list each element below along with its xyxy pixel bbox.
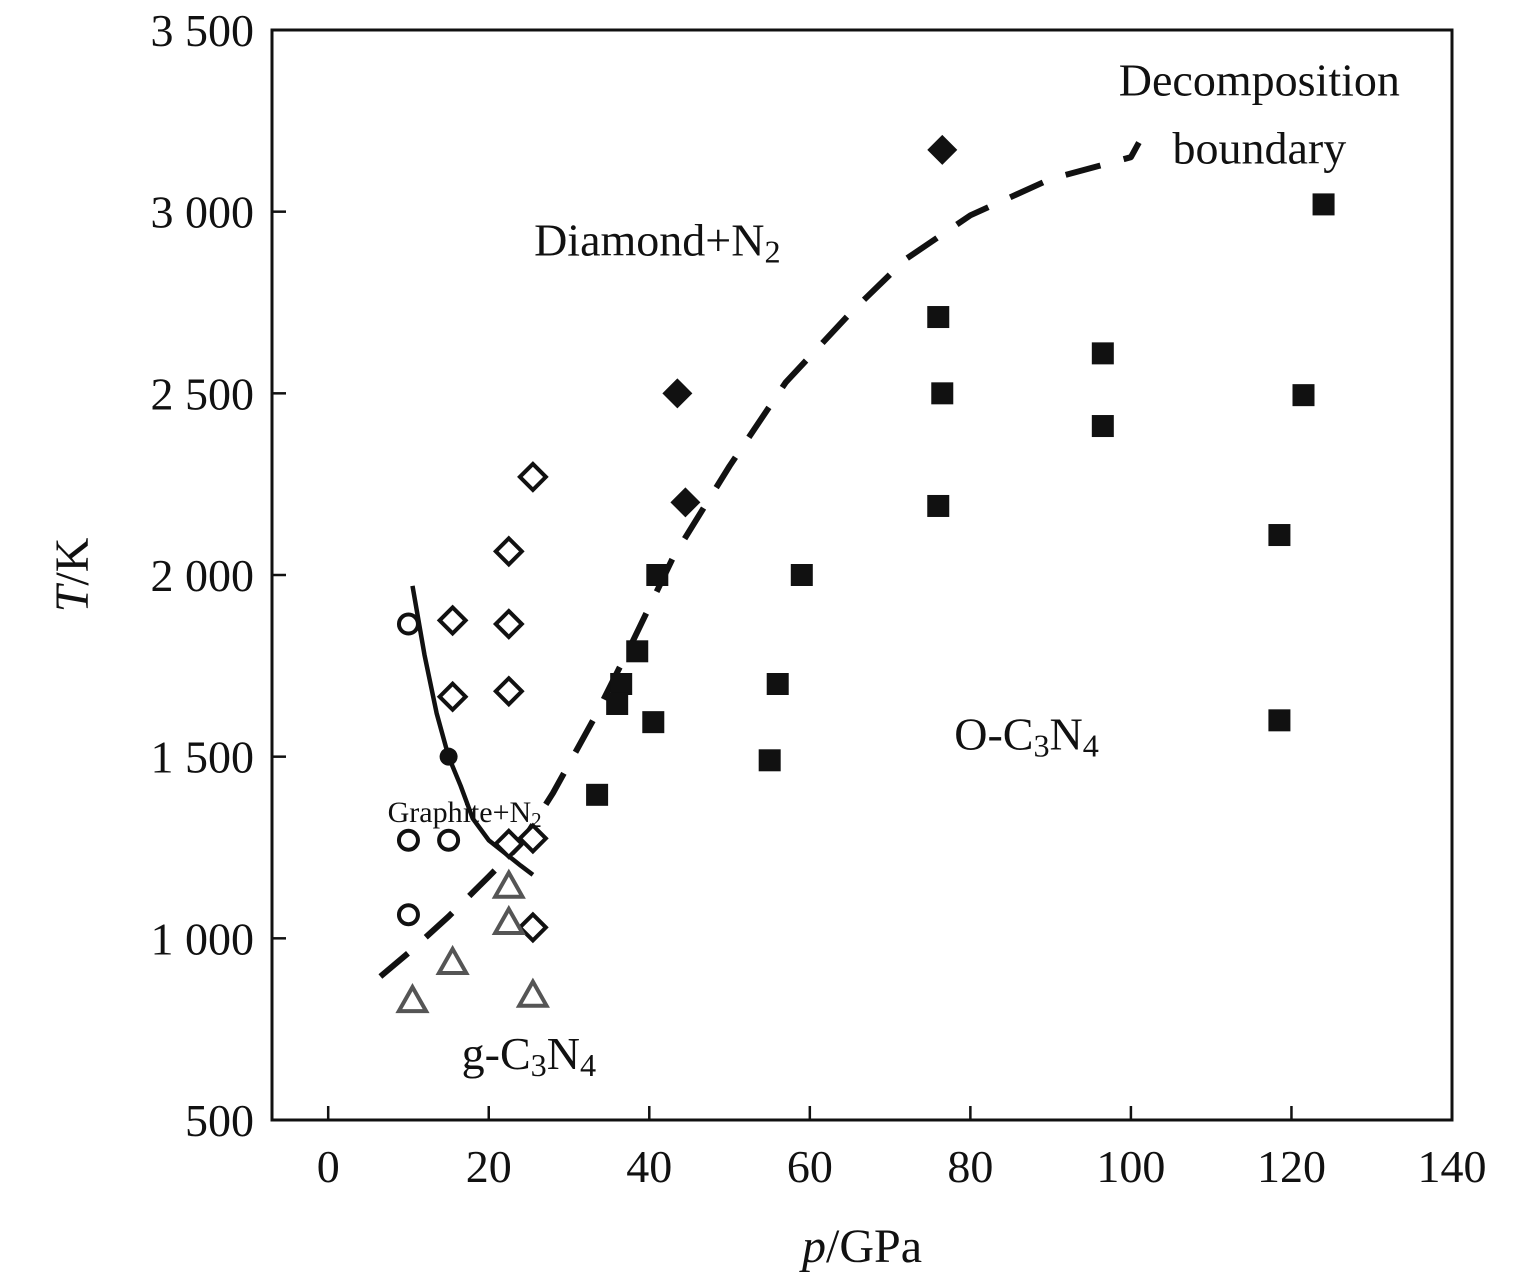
filled-square-point <box>927 306 950 329</box>
open-diamond-point <box>517 461 549 493</box>
filled-diamond-point <box>670 487 701 518</box>
region-labels: Diamond+N2 Graphite+N2 g-C3N4 O-C3N4 Decompo… <box>388 54 1400 1083</box>
filled-square-point <box>758 749 781 772</box>
x-tick-label: 100 <box>1096 1141 1165 1192</box>
y-tick-label: 1 500 <box>151 732 255 783</box>
open-diamond-point <box>492 828 525 860</box>
open-diamond-point <box>517 911 549 944</box>
open-diamond-point <box>492 608 525 640</box>
filled-square-point <box>766 673 789 695</box>
graphite-n2-label: Graphite+N2 <box>388 796 542 832</box>
x-tick-label: 0 <box>317 1141 340 1192</box>
boundary-label: boundary <box>1172 122 1346 173</box>
x-tick-label: 20 <box>466 1141 512 1192</box>
boundary-point <box>439 747 458 766</box>
x-tick-label: 140 <box>1418 1141 1487 1192</box>
x-tick-label: 60 <box>787 1141 833 1192</box>
o-c3n4-label: O-C3N4 <box>954 708 1099 763</box>
open-diamond-point <box>517 822 549 855</box>
open-triangle-point <box>491 904 526 936</box>
filled-square-point <box>931 382 954 405</box>
filled-square-point <box>1091 342 1114 365</box>
filled-diamond-point <box>662 378 693 409</box>
open-diamond-point <box>492 675 525 708</box>
open-triangle-point <box>435 944 470 975</box>
y-tick-label: 2 000 <box>151 550 255 601</box>
open-circle-point <box>396 903 420 927</box>
filled-square-point <box>586 783 609 806</box>
y-tick-label: 3 000 <box>151 187 255 238</box>
decomposition-boundary-line <box>378 141 1142 979</box>
decomposition-label: Decomposition <box>1119 54 1400 105</box>
y-tick-label: 3 500 <box>151 5 255 56</box>
y-axis-title: T/K <box>46 537 99 612</box>
filled-square-point <box>610 673 633 695</box>
y-tick-label: 500 <box>185 1095 254 1146</box>
filled-diamond-point <box>927 134 958 165</box>
y-tick-label: 1 000 <box>151 913 255 964</box>
phase-boundaries <box>378 141 1142 979</box>
filled-square-point <box>1091 415 1114 438</box>
data-markers <box>395 134 1335 1014</box>
open-circle-point <box>396 828 420 852</box>
g-c3n4-label: g-C3N4 <box>462 1028 596 1083</box>
x-tick-label: 40 <box>626 1141 672 1192</box>
y-tick-label: 2 500 <box>151 368 255 419</box>
filled-square-point <box>790 564 813 586</box>
open-triangle-point <box>395 983 430 1014</box>
filled-square-point <box>1268 709 1291 732</box>
open-circle-point <box>396 612 420 636</box>
filled-square-point <box>642 711 665 734</box>
open-circle-point <box>437 828 461 852</box>
graphite-diamond-boundary-line <box>410 585 535 877</box>
filled-square-point <box>927 494 950 517</box>
filled-square-point <box>1292 384 1315 407</box>
filled-square-point <box>1268 524 1291 547</box>
open-diamond-point <box>492 535 525 568</box>
open-triangle-point <box>515 977 550 1008</box>
filled-square-point <box>646 564 669 586</box>
x-axis-title: p/GPa <box>799 1220 922 1273</box>
filled-square-point <box>626 640 649 663</box>
open-diamond-point <box>436 680 469 713</box>
x-axis: 0 20 40 60 80 100 120 140 <box>317 1106 1487 1192</box>
open-diamond-point <box>436 604 469 637</box>
filled-square-point <box>606 692 629 715</box>
x-tick-label: 120 <box>1257 1141 1326 1192</box>
open-triangle-point <box>491 868 526 899</box>
x-tick-label: 80 <box>947 1141 993 1192</box>
diamond-n2-label: Diamond+N2 <box>534 214 780 269</box>
y-axis: 500 1 000 1 500 2 000 2 500 3 000 3 500 <box>151 5 286 1146</box>
filled-square-point <box>1312 193 1335 216</box>
